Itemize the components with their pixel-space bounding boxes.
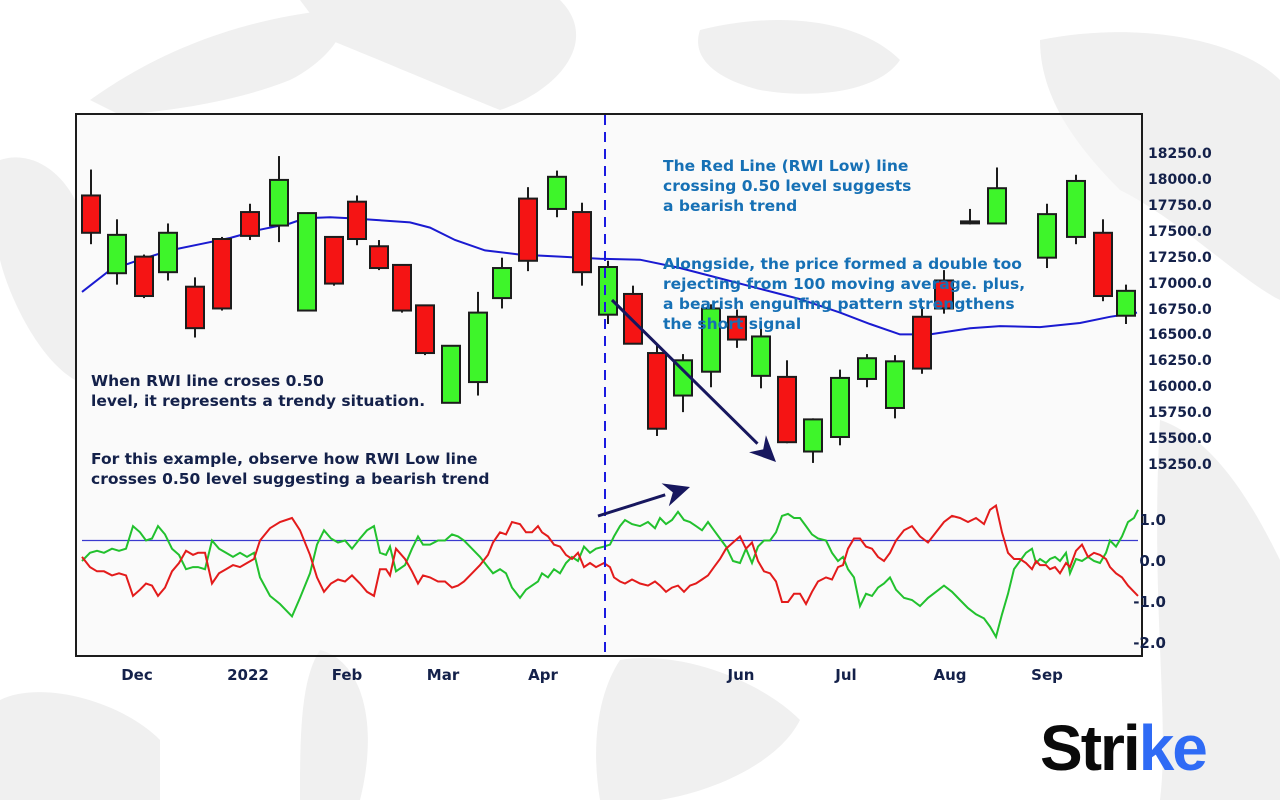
rwi-tick: -1.0 <box>1133 593 1166 611</box>
bullish-candle <box>547 170 567 218</box>
bearish-candle <box>572 202 592 286</box>
bullish-candle <box>1116 284 1136 325</box>
bearish-candle <box>912 306 932 374</box>
price-tick: 16500.0 <box>1148 327 1212 344</box>
time-tick: 2022 <box>227 666 269 684</box>
bullish-candle <box>751 327 771 389</box>
annotation-right: The Red Line (RWI Low) line crossing 0.5… <box>663 136 1063 372</box>
rwi-lines <box>81 503 1139 640</box>
bearish-candle <box>212 236 232 311</box>
annotation-left: When RWI line croses 0.50 level, it repr… <box>91 351 531 527</box>
price-tick: 15250.0 <box>1148 457 1212 473</box>
rwi-low-line <box>81 503 1139 607</box>
bearish-candle <box>134 254 154 299</box>
logo-text-main: Stri <box>1040 712 1141 784</box>
price-tick: 15500.0 <box>1148 431 1212 448</box>
price-tick: 16250.0 <box>1148 353 1212 370</box>
bearish-candle <box>185 277 205 338</box>
bearish-trend-arrow <box>610 298 776 462</box>
bullish-candle <box>987 167 1007 225</box>
time-tick: Jun <box>727 666 755 684</box>
bearish-candle <box>392 263 412 313</box>
time-tick: Dec <box>121 666 153 684</box>
time-tick: Mar <box>426 666 460 684</box>
time-tick: Apr <box>528 666 558 684</box>
price-tick: 17750.0 <box>1148 197 1212 214</box>
strike-logo: Strike <box>1040 708 1208 788</box>
bearish-candle <box>81 169 101 245</box>
bearish-candle <box>415 304 435 356</box>
bullish-candle <box>1037 203 1057 269</box>
bearish-candle <box>647 343 667 436</box>
bullish-candle <box>297 212 317 312</box>
bullish-candle <box>885 355 905 419</box>
bearish-candle <box>960 208 980 225</box>
bullish-candle <box>701 304 721 388</box>
price-tick: 17250.0 <box>1148 249 1212 266</box>
annotation-right-line1: The Red Line (RWI Low) line crossing 0.5… <box>663 157 912 215</box>
bearish-candle <box>727 309 747 348</box>
price-tick: 15750.0 <box>1148 405 1212 422</box>
bearish-candle <box>369 240 389 271</box>
bearish-candle <box>240 203 260 241</box>
bullish-candle <box>269 156 289 243</box>
price-tick: 17500.0 <box>1148 223 1212 240</box>
bullish-candle <box>857 354 877 388</box>
price-tick: 18000.0 <box>1148 171 1212 188</box>
price-tick: 16000.0 <box>1148 379 1212 396</box>
annotation-arrows <box>597 298 776 518</box>
rwi-tick: -2.0 <box>1133 634 1166 652</box>
bullish-candle <box>441 344 461 404</box>
bearish-candle <box>347 195 367 246</box>
bearish-candle <box>934 270 954 314</box>
price-tick: 17000.0 <box>1148 275 1212 292</box>
bullish-candle <box>598 260 618 325</box>
bullish-candle <box>1066 174 1086 245</box>
rwi-tick: 0.0 <box>1139 552 1166 570</box>
bullish-candle <box>158 223 178 281</box>
bearish-candle <box>777 360 797 444</box>
bullish-candle <box>803 418 823 463</box>
time-tick: Aug <box>933 666 967 684</box>
bearish-candle <box>518 187 538 272</box>
bullish-candle <box>830 369 850 446</box>
candlesticks <box>81 156 1136 463</box>
time-tick: Jul <box>835 666 857 684</box>
rwi-high-rising-arrow <box>597 483 690 518</box>
annotation-left-line2: For this example, observe how RWI Low li… <box>91 450 490 488</box>
annotation-left-line1: When RWI line croses 0.50 level, it repr… <box>91 372 426 410</box>
rwi-high-line <box>81 509 1139 640</box>
bearish-candle <box>1093 219 1113 302</box>
time-tick: Feb <box>331 666 363 684</box>
bullish-candle <box>107 219 127 285</box>
logo-text-accent: ke <box>1138 712 1208 784</box>
rwi-tick: 1.0 <box>1139 511 1166 529</box>
time-tick: Sep <box>1031 666 1063 684</box>
bullish-candle <box>492 257 512 309</box>
price-tick: 18250.0 <box>1148 146 1212 162</box>
bullish-candle <box>468 291 488 396</box>
bearish-candle <box>324 235 344 286</box>
annotation-right-line2: Alongside, the price formed a double too… <box>663 255 1026 333</box>
price-tick: 16750.0 <box>1148 301 1212 318</box>
